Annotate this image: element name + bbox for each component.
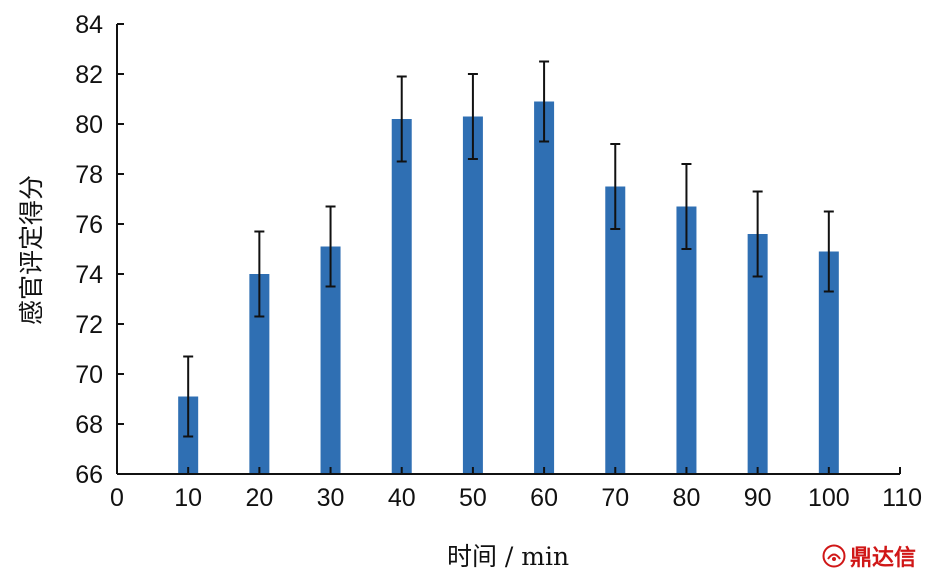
error-bar-90 [752,190,763,278]
bar-60 [534,101,555,474]
bar-70 [605,186,626,474]
x-tick-label-50: 50 [459,484,487,512]
error-bar-20 [254,230,265,318]
y-tick-label-66: 66 [75,461,103,489]
x-tick-label-110: 110 [882,484,922,512]
y-tick-label-84: 84 [75,11,103,39]
bar-50 [462,116,483,474]
watermark-text: 鼎达信 [849,546,916,571]
bar-80 [676,206,697,474]
error-bar-70 [610,143,621,230]
bar-40 [391,119,412,474]
x-tick-label-40: 40 [388,484,416,512]
y-tick-label-74: 74 [75,261,103,289]
error-bar-60 [539,60,550,143]
error-bar-10 [183,355,194,438]
x-tick-label-100: 100 [808,484,850,512]
axes [116,24,900,475]
x-tick-label-60: 60 [530,484,558,512]
ticks [116,23,901,475]
bar-30 [320,246,341,474]
x-tick-label-80: 80 [673,484,701,512]
y-tick-label-80: 80 [75,111,103,139]
y-tick-label-72: 72 [75,311,103,339]
bars [178,101,839,474]
error-bar-50 [467,73,478,160]
x-tick-label-90: 90 [744,484,772,512]
ddx-logo-icon [822,544,846,568]
bar-20 [249,274,270,474]
x-tick-label-10: 10 [174,484,202,512]
x-tick-label-0: 0 [110,484,124,512]
bar-100 [818,251,839,474]
watermark: 鼎达信 [822,541,916,571]
error-bars [183,60,834,438]
x-tick-label-30: 30 [317,484,345,512]
error-bar-30 [325,205,336,288]
y-tick-label-76: 76 [75,211,103,239]
y-tick-label-82: 82 [75,61,103,89]
x-axis-title: 时间 / min [447,542,569,571]
y-tick-label-68: 68 [75,411,103,439]
error-bar-80 [681,163,692,250]
error-bar-100 [823,210,834,293]
y-tick-label-70: 70 [75,361,103,389]
y-tick-label-78: 78 [75,161,103,189]
x-tick-label-70: 70 [601,484,629,512]
error-bar-40 [396,75,407,163]
tick-labels: 66 68 70 72 74 76 78 80 82 84 0 10 20 30 40 50 60 70 80 90 1… [75,11,922,512]
x-tick-label-20: 20 [245,484,273,512]
y-axis-title: 感官评定得分 [17,175,46,325]
bar-90 [747,234,768,474]
